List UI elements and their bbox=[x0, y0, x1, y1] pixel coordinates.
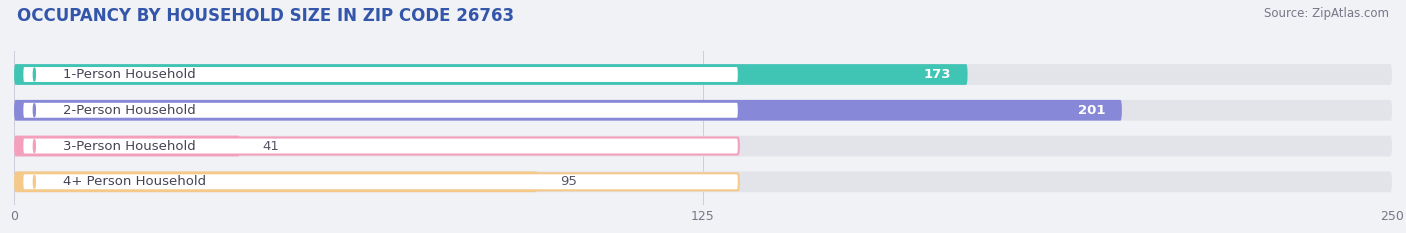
Text: Source: ZipAtlas.com: Source: ZipAtlas.com bbox=[1264, 7, 1389, 20]
Text: OCCUPANCY BY HOUSEHOLD SIZE IN ZIP CODE 26763: OCCUPANCY BY HOUSEHOLD SIZE IN ZIP CODE … bbox=[17, 7, 515, 25]
Circle shape bbox=[34, 140, 35, 152]
FancyBboxPatch shape bbox=[14, 136, 240, 156]
FancyBboxPatch shape bbox=[22, 137, 738, 154]
Text: 3-Person Household: 3-Person Household bbox=[63, 140, 195, 153]
Text: 173: 173 bbox=[924, 68, 950, 81]
FancyBboxPatch shape bbox=[14, 171, 1392, 192]
FancyBboxPatch shape bbox=[22, 102, 738, 119]
Text: 95: 95 bbox=[560, 175, 576, 188]
Circle shape bbox=[34, 175, 35, 188]
FancyBboxPatch shape bbox=[14, 100, 1392, 121]
FancyBboxPatch shape bbox=[14, 100, 1122, 121]
Text: 4+ Person Household: 4+ Person Household bbox=[63, 175, 207, 188]
Circle shape bbox=[34, 68, 35, 81]
FancyBboxPatch shape bbox=[14, 136, 1392, 156]
FancyBboxPatch shape bbox=[22, 66, 738, 83]
Text: 41: 41 bbox=[262, 140, 278, 153]
Text: 1-Person Household: 1-Person Household bbox=[63, 68, 195, 81]
FancyBboxPatch shape bbox=[14, 64, 1392, 85]
FancyBboxPatch shape bbox=[14, 171, 537, 192]
Text: 2-Person Household: 2-Person Household bbox=[63, 104, 195, 117]
Circle shape bbox=[34, 104, 35, 117]
FancyBboxPatch shape bbox=[14, 64, 967, 85]
FancyBboxPatch shape bbox=[22, 173, 738, 190]
Text: 201: 201 bbox=[1078, 104, 1105, 117]
